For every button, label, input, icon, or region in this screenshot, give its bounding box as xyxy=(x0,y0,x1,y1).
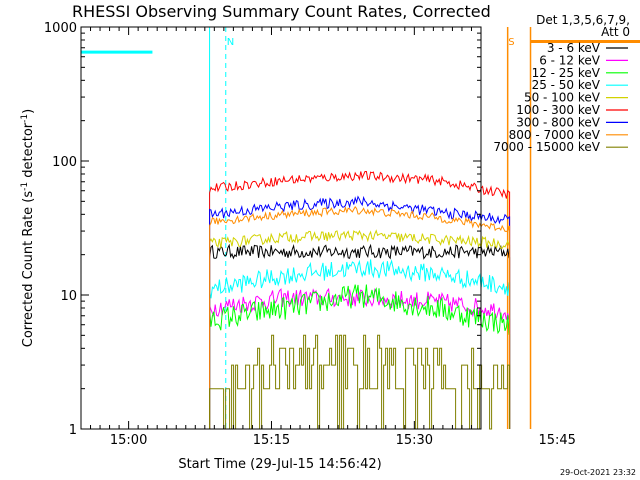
x-tick-label: 15:00 xyxy=(110,433,147,448)
x-tick-label: 15:30 xyxy=(396,433,433,448)
legend-label: 7000 - 15000 keV xyxy=(493,140,600,154)
x-axis-label: Start Time (29-Jul-15 14:56:42) xyxy=(178,457,381,472)
y-tick-label: 10 xyxy=(60,289,77,304)
legend-label: 25 - 50 keV xyxy=(532,78,601,92)
y-tick-label: 1000 xyxy=(44,21,77,36)
legend-label: 6 - 12 keV xyxy=(539,53,601,67)
series-line xyxy=(209,287,511,429)
series-line xyxy=(209,243,511,429)
x-tick-label: 15:15 xyxy=(253,433,290,448)
y-label-sup: -1 xyxy=(20,114,30,123)
legend-label: 100 - 300 keV xyxy=(516,103,600,117)
y-label-part: ) xyxy=(21,109,36,114)
legend-header-attenuator: Att 0 xyxy=(601,25,630,39)
generation-timestamp: 29-Oct-2021 23:32 xyxy=(560,468,636,477)
series-line xyxy=(209,171,511,429)
legend-label: 800 - 7000 keV xyxy=(509,128,601,142)
series-line xyxy=(209,334,511,430)
series-lines xyxy=(209,171,511,430)
y-axis: 1 10 100 1000 xyxy=(44,21,481,438)
y-axis-label: Corrected Count Rate (s-1 detector-1) xyxy=(20,109,36,347)
legend-label: 300 - 800 keV xyxy=(516,115,600,129)
y-label-sup: -1 xyxy=(20,182,30,191)
x-tick-label: 15:45 xyxy=(538,433,575,448)
interval-marker: N xyxy=(227,37,234,48)
chart-title: RHESSI Observing Summary Count Rates, Co… xyxy=(72,2,491,21)
legend-label: 50 - 100 keV xyxy=(524,91,601,105)
series-line xyxy=(209,229,511,429)
plot-frame xyxy=(80,26,482,430)
legend-label: 12 - 25 keV xyxy=(532,66,601,80)
series-line xyxy=(209,205,511,429)
legend-header-detectors: Det 1,3,5,6,7,9, xyxy=(536,13,630,27)
y-label-part: detector xyxy=(21,122,36,182)
series-line xyxy=(209,259,511,429)
series-line xyxy=(209,284,511,429)
legend-label: 3 - 6 keV xyxy=(547,41,601,55)
series-line xyxy=(209,195,511,429)
y-label-part: Corrected Count Rate (s xyxy=(21,191,36,348)
interval-marker: S xyxy=(508,37,514,48)
y-tick-label: 100 xyxy=(52,155,77,170)
y-tick-label: 1 xyxy=(69,423,77,438)
